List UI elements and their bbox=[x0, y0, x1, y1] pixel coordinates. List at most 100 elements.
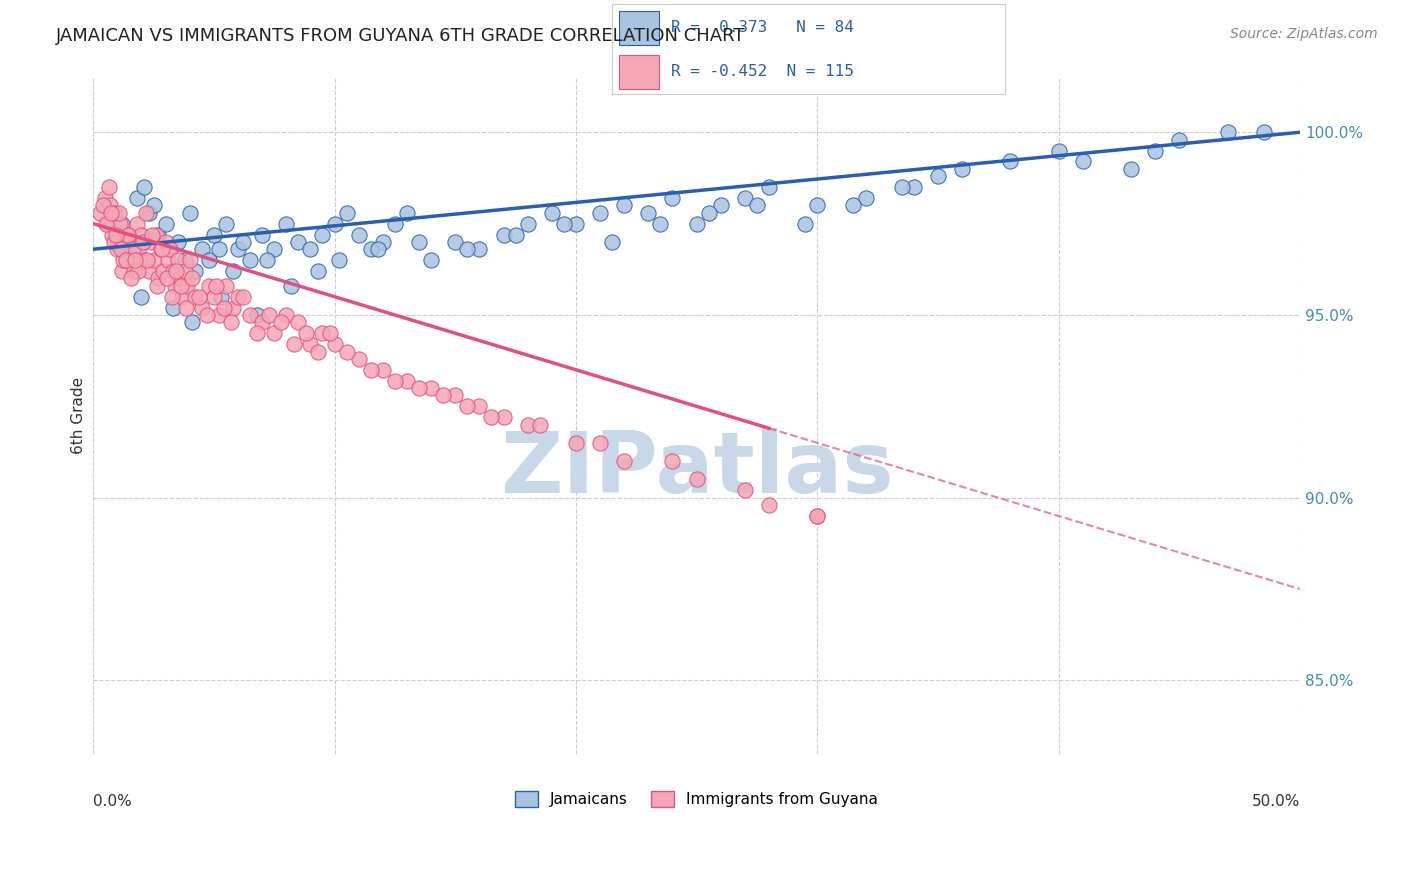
Point bbox=[165, 278, 187, 293]
Point bbox=[444, 235, 467, 249]
Point bbox=[589, 436, 612, 450]
Point bbox=[516, 417, 538, 432]
Point bbox=[420, 253, 443, 268]
Point bbox=[125, 191, 148, 205]
Point bbox=[276, 217, 298, 231]
Point bbox=[226, 290, 249, 304]
Point bbox=[181, 271, 204, 285]
Point bbox=[710, 198, 733, 212]
Point bbox=[222, 264, 245, 278]
Point bbox=[89, 205, 111, 219]
Point bbox=[105, 242, 128, 256]
Point bbox=[468, 242, 491, 256]
Point bbox=[145, 227, 167, 242]
Point bbox=[613, 454, 636, 468]
Point bbox=[150, 242, 173, 256]
Point bbox=[122, 242, 145, 256]
Point bbox=[1000, 154, 1022, 169]
Point bbox=[408, 235, 430, 249]
Point bbox=[287, 315, 309, 329]
Point bbox=[299, 242, 322, 256]
Point bbox=[239, 308, 262, 322]
Point bbox=[259, 308, 281, 322]
Point bbox=[222, 301, 245, 315]
Point bbox=[246, 326, 269, 341]
Point bbox=[280, 278, 302, 293]
Point bbox=[97, 180, 120, 194]
Point bbox=[371, 235, 394, 249]
Point bbox=[100, 205, 122, 219]
Point bbox=[384, 374, 406, 388]
Point bbox=[600, 235, 623, 249]
Point bbox=[131, 227, 153, 242]
Point bbox=[432, 388, 454, 402]
Point bbox=[384, 217, 406, 231]
Point bbox=[103, 235, 125, 249]
Point bbox=[1253, 125, 1275, 139]
Point bbox=[215, 217, 238, 231]
Point bbox=[159, 242, 181, 256]
Text: 0.0%: 0.0% bbox=[93, 794, 132, 809]
Point bbox=[122, 264, 145, 278]
Point bbox=[91, 198, 114, 212]
Point bbox=[138, 264, 160, 278]
Point bbox=[697, 205, 720, 219]
Point bbox=[323, 217, 346, 231]
Point bbox=[347, 351, 370, 366]
Point bbox=[169, 271, 191, 285]
Point bbox=[307, 344, 329, 359]
Point bbox=[516, 217, 538, 231]
Point bbox=[146, 278, 169, 293]
Point bbox=[553, 217, 575, 231]
Point bbox=[734, 191, 756, 205]
Point bbox=[117, 227, 139, 242]
Point bbox=[139, 235, 162, 249]
Point bbox=[191, 242, 214, 256]
Point bbox=[505, 227, 527, 242]
Bar bbox=[620, 55, 659, 89]
Point bbox=[138, 205, 160, 219]
Point bbox=[127, 264, 149, 278]
Point bbox=[219, 315, 242, 329]
Point bbox=[589, 205, 612, 219]
Point bbox=[1168, 132, 1191, 146]
Point bbox=[1047, 144, 1070, 158]
Point bbox=[121, 242, 143, 256]
Point bbox=[367, 242, 389, 256]
Point bbox=[745, 198, 768, 212]
Point bbox=[311, 326, 333, 341]
Point bbox=[319, 326, 342, 341]
Point bbox=[132, 253, 155, 268]
Point bbox=[307, 264, 329, 278]
Bar bbox=[620, 11, 659, 45]
Point bbox=[174, 301, 197, 315]
Point bbox=[188, 290, 211, 304]
Point bbox=[758, 498, 780, 512]
Point bbox=[1144, 144, 1167, 158]
Point bbox=[215, 278, 238, 293]
Point bbox=[110, 242, 132, 256]
Point bbox=[96, 217, 118, 231]
Point bbox=[149, 242, 172, 256]
Point bbox=[156, 253, 179, 268]
Point bbox=[855, 191, 877, 205]
Point bbox=[198, 278, 221, 293]
Point bbox=[734, 483, 756, 498]
Point bbox=[183, 290, 205, 304]
Point bbox=[456, 400, 478, 414]
Point bbox=[209, 290, 232, 304]
Point bbox=[420, 381, 443, 395]
Point bbox=[492, 410, 515, 425]
Point bbox=[148, 271, 170, 285]
Point bbox=[114, 235, 136, 249]
Point bbox=[360, 363, 382, 377]
Point bbox=[166, 264, 188, 278]
Point bbox=[166, 253, 188, 268]
Point bbox=[101, 227, 124, 242]
Point bbox=[794, 217, 817, 231]
Point bbox=[246, 308, 269, 322]
Point bbox=[179, 205, 201, 219]
Point bbox=[112, 253, 135, 268]
Point bbox=[108, 217, 131, 231]
Point bbox=[685, 217, 707, 231]
